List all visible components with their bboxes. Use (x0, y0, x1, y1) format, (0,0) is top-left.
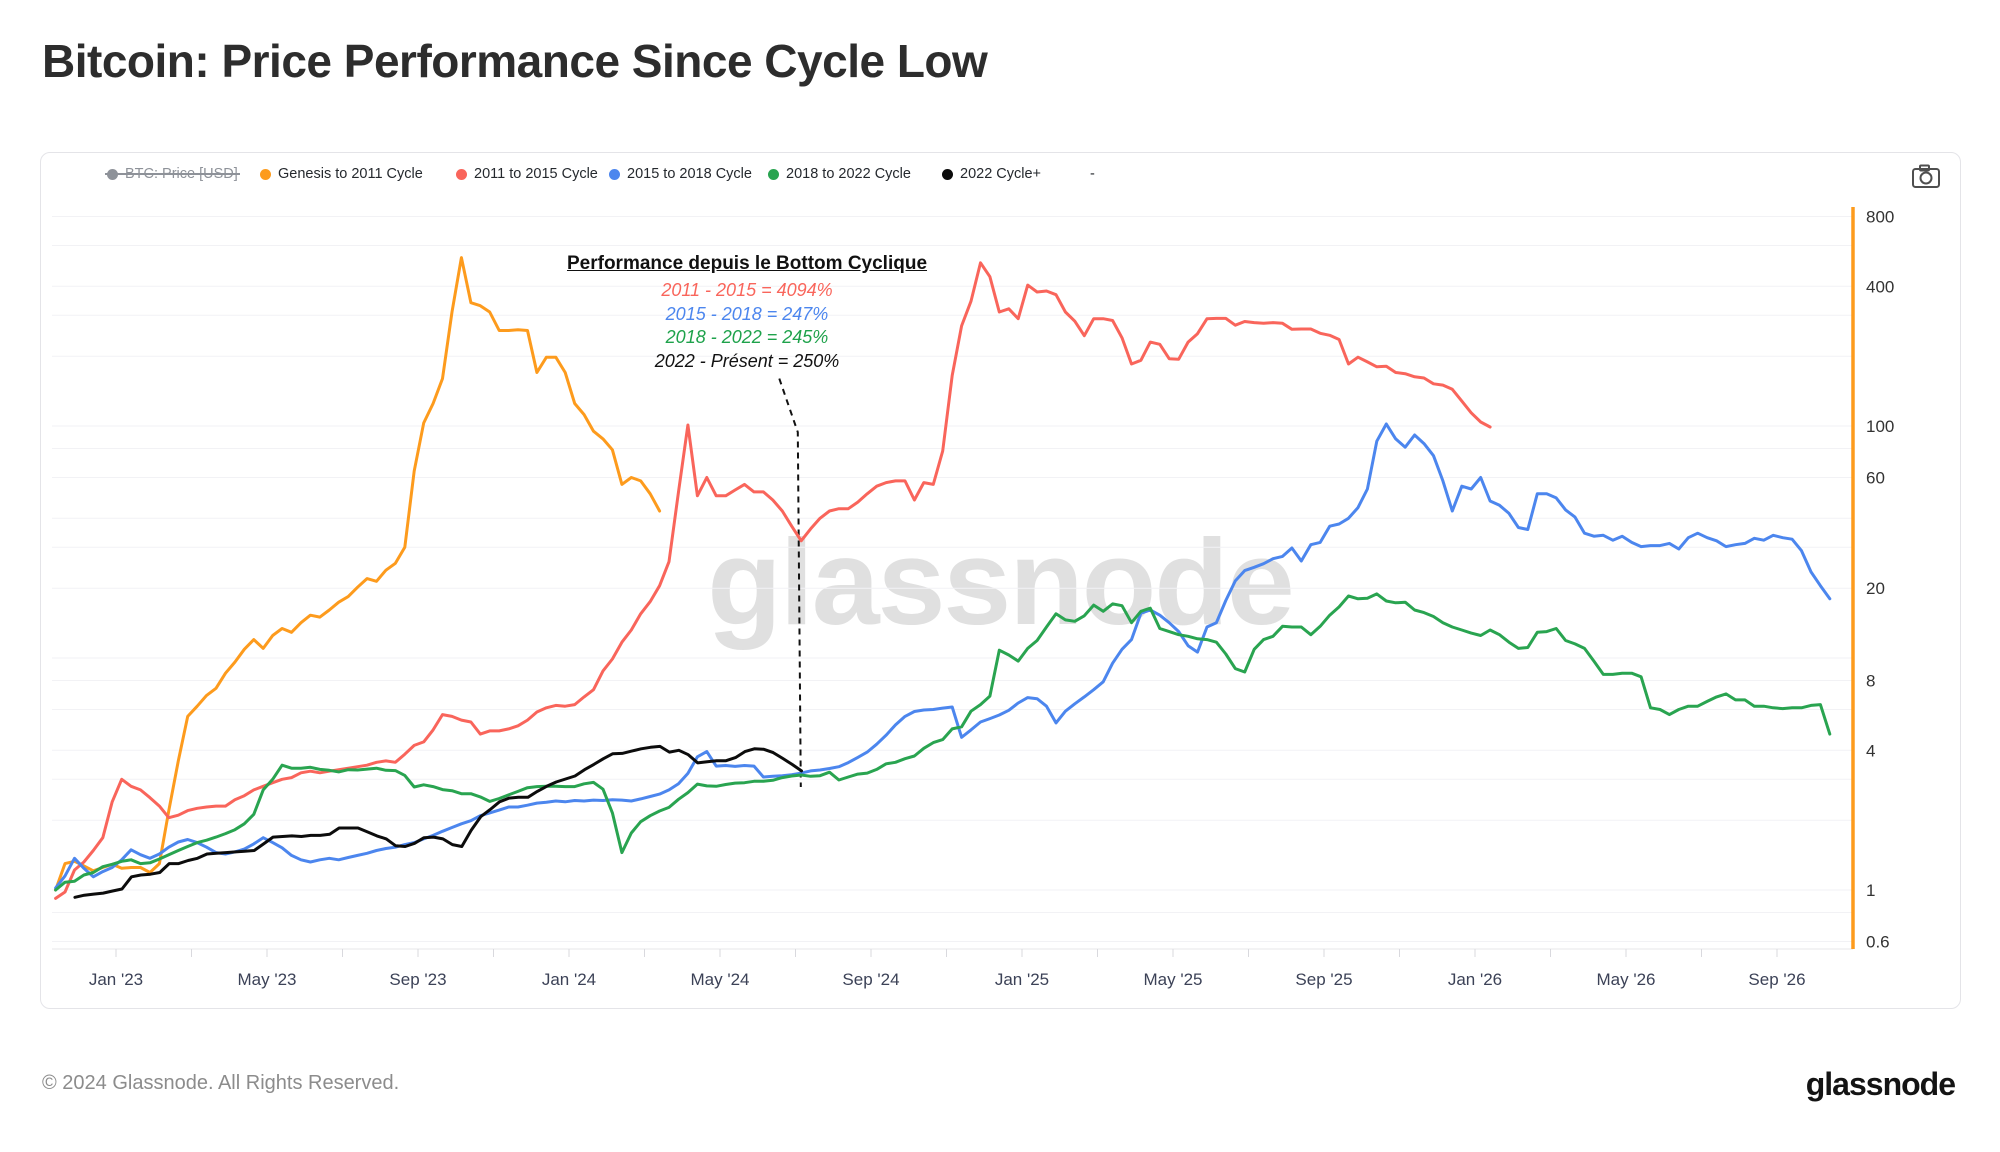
legend-item-label: 2018 to 2022 Cycle (786, 166, 911, 182)
legend-dot (942, 168, 953, 180)
chart-legend: BTC: Price [USD] Genesis to 2011 Cycle 201… (41, 161, 1960, 187)
legend-item-2011-to-2015-cycle[interactable]: 2011 to 2015 Cycle (456, 161, 598, 187)
legend-item-label: - (1090, 166, 1095, 182)
legend-dot (456, 168, 467, 180)
legend-item-label: 2011 to 2015 Cycle (474, 166, 598, 182)
x-tick-label: Sep '24 (842, 970, 899, 989)
legend-dot (260, 168, 271, 180)
legend-item-label: 2015 to 2018 Cycle (627, 166, 752, 182)
y-tick-label: 800 (1866, 208, 1894, 227)
legend-item-btc-price-usd-[interactable]: BTC: Price [USD] (105, 161, 240, 187)
glassnode-logo: glassnode (1805, 1066, 1956, 1102)
y-tick-label: 400 (1866, 277, 1894, 296)
legend-item-genesis-to-2011-cycle[interactable]: Genesis to 2011 Cycle (260, 161, 423, 187)
chart-annotation: Performance depuis le Bottom Cyclique 20… (545, 253, 949, 373)
y-tick-label: 60 (1866, 469, 1885, 488)
screenshot-button[interactable] (1904, 159, 1948, 197)
x-tick-label: Sep '23 (389, 970, 446, 989)
y-tick-label: 8 (1866, 672, 1875, 691)
series-2022-cycle-plus (73, 744, 803, 899)
series-genesis-to-2011 (54, 256, 662, 892)
annotation-line-2018-2022: 2018 - 2022 = 245% (665, 327, 829, 347)
legend-item-label: Genesis to 2011 Cycle (278, 166, 423, 182)
legend-item-dash[interactable]: - (1090, 161, 1095, 187)
x-tick-label: Sep '26 (1748, 970, 1805, 989)
legend-item-2015-to-2018-cycle[interactable]: 2015 to 2018 Cycle (609, 161, 752, 187)
x-tick-label: Jan '25 (995, 970, 1049, 989)
x-tick-label: Jan '24 (542, 970, 596, 989)
annotation-line-2015-2018: 2015 - 2018 = 247% (665, 303, 829, 324)
legend-dot (768, 168, 779, 180)
legend-dot (609, 168, 620, 180)
x-tick-label: May '24 (691, 970, 750, 989)
series-2011-to-2015 (54, 261, 1492, 900)
y-tick-label: 100 (1866, 417, 1894, 436)
y-tick-label: 0.6 (1866, 933, 1890, 952)
x-tick-label: May '23 (238, 970, 297, 989)
annotation-line-2011-2015: 2011 - 2015 = 4094% (661, 280, 833, 300)
annotation-line-2022-present: 2022 - Présent = 250% (654, 350, 840, 371)
annotation-dashed-line (778, 378, 802, 788)
x-tick-label: Jan '26 (1448, 970, 1502, 989)
y-tick-label: 4 (1866, 741, 1875, 760)
camera-icon (1910, 162, 1942, 195)
series-2018-to-2022 (54, 592, 1832, 892)
y-tick-label: 20 (1866, 579, 1885, 598)
legend-item-2018-to-2022-cycle[interactable]: 2018 to 2022 Cycle (768, 161, 911, 187)
x-tick-label: May '25 (1144, 970, 1203, 989)
x-tick-label: Sep '25 (1295, 970, 1352, 989)
footer-copyright: © 2024 Glassnode. All Rights Reserved. (42, 1072, 400, 1094)
legend-item-2022-cycle-[interactable]: 2022 Cycle+ (942, 161, 1041, 187)
x-tick-label: May '26 (1597, 970, 1656, 989)
x-tick-label: Jan '23 (89, 970, 143, 989)
legend-item-label: 2022 Cycle+ (960, 166, 1042, 182)
annotation-title: Performance depuis le Bottom Cyclique (566, 253, 928, 274)
y-tick-label: 1 (1866, 881, 1875, 900)
page-title: Bitcoin: Price Performance Since Cycle L… (42, 35, 988, 87)
series-2015-to-2018 (54, 422, 1832, 890)
chart-card: BTC: Price [USD] Genesis to 2011 Cycle 201… (40, 152, 1961, 1009)
